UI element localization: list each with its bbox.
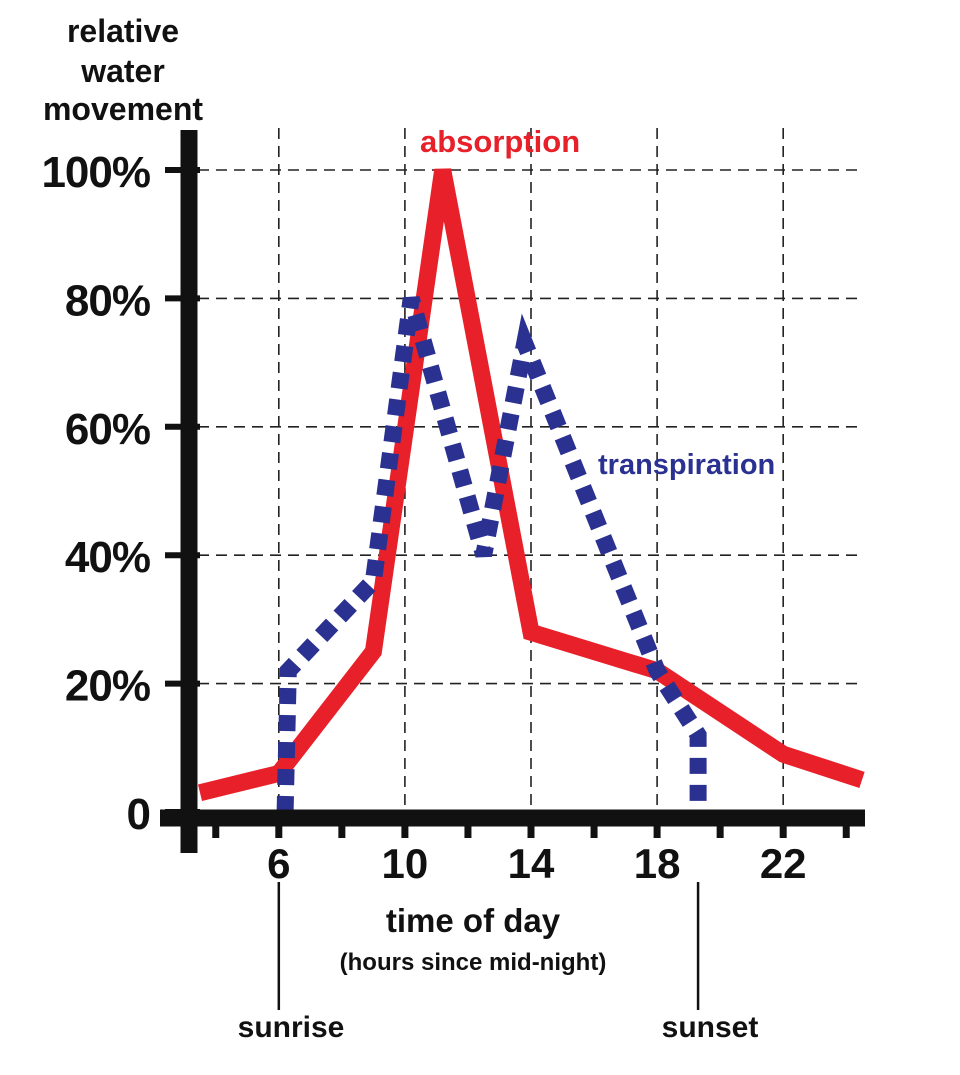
y-tick-label: 100%	[41, 148, 150, 197]
x-axis-subtitle: (hours since mid-night)	[340, 949, 607, 976]
x-tick-label: 22	[760, 840, 807, 887]
y-tick-label: 0	[127, 790, 150, 839]
annotation-label-sunrise: sunrise	[238, 1011, 345, 1044]
series-label-transpiration: transpiration	[598, 449, 775, 481]
axes	[160, 130, 865, 853]
annotation-label-sunset: sunset	[662, 1011, 759, 1044]
x-tick-label: 10	[382, 840, 429, 887]
y-tick-label: 20%	[65, 662, 150, 711]
series-layer	[197, 168, 865, 813]
y-tick-label: 80%	[65, 276, 150, 325]
y-axis-title-line: water	[80, 53, 165, 89]
y-axis-title-line: relative	[67, 13, 179, 49]
x-tick-label: 18	[634, 840, 681, 887]
labels: 0 20% 40% 60% 80% 100% 6 10 14 18 22 relative waterm…	[41, 13, 806, 1044]
series-label-absorption: absorption	[420, 124, 580, 159]
y-axis-title-line: movement	[43, 91, 203, 127]
y-tick-label: 40%	[65, 533, 150, 582]
x-axis-title: time of day	[386, 902, 561, 939]
x-tick-label: 6	[267, 840, 290, 887]
x-tick-label: 14	[508, 840, 555, 887]
series-line-transpiration	[276, 296, 707, 813]
y-tick-label: 60%	[65, 405, 150, 454]
